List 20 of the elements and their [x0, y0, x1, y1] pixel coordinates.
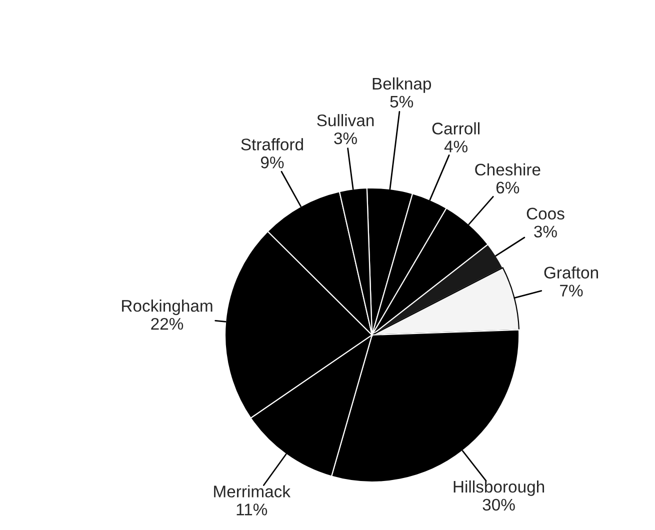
- data-label: 22%: [151, 318, 184, 330]
- data-label: 3%: [334, 132, 357, 144]
- slice-label: Merrimack: [214, 485, 291, 498]
- slice-label: Grafton: [544, 266, 598, 279]
- slice-label: Coos: [526, 208, 564, 220]
- data-label: 6%: [496, 182, 520, 194]
- data-label: 4%: [444, 140, 468, 152]
- slice-label: Hillsborough: [454, 480, 544, 496]
- data-label: 9%: [260, 156, 284, 168]
- data-label: 7%: [560, 284, 583, 296]
- data-label: 3%: [534, 226, 557, 238]
- data-label: 30%: [482, 498, 515, 511]
- data-label: 5%: [390, 96, 414, 108]
- data-label: 11%: [236, 504, 268, 516]
- slice-label: Belknap: [372, 77, 432, 93]
- slice-label: Carroll: [432, 122, 480, 134]
- slice-label: Cheshire: [475, 163, 540, 176]
- slice-label: Rockingham: [122, 300, 212, 316]
- slice-label: Strafford: [241, 138, 303, 150]
- slice-label: Sullivan: [317, 114, 374, 126]
